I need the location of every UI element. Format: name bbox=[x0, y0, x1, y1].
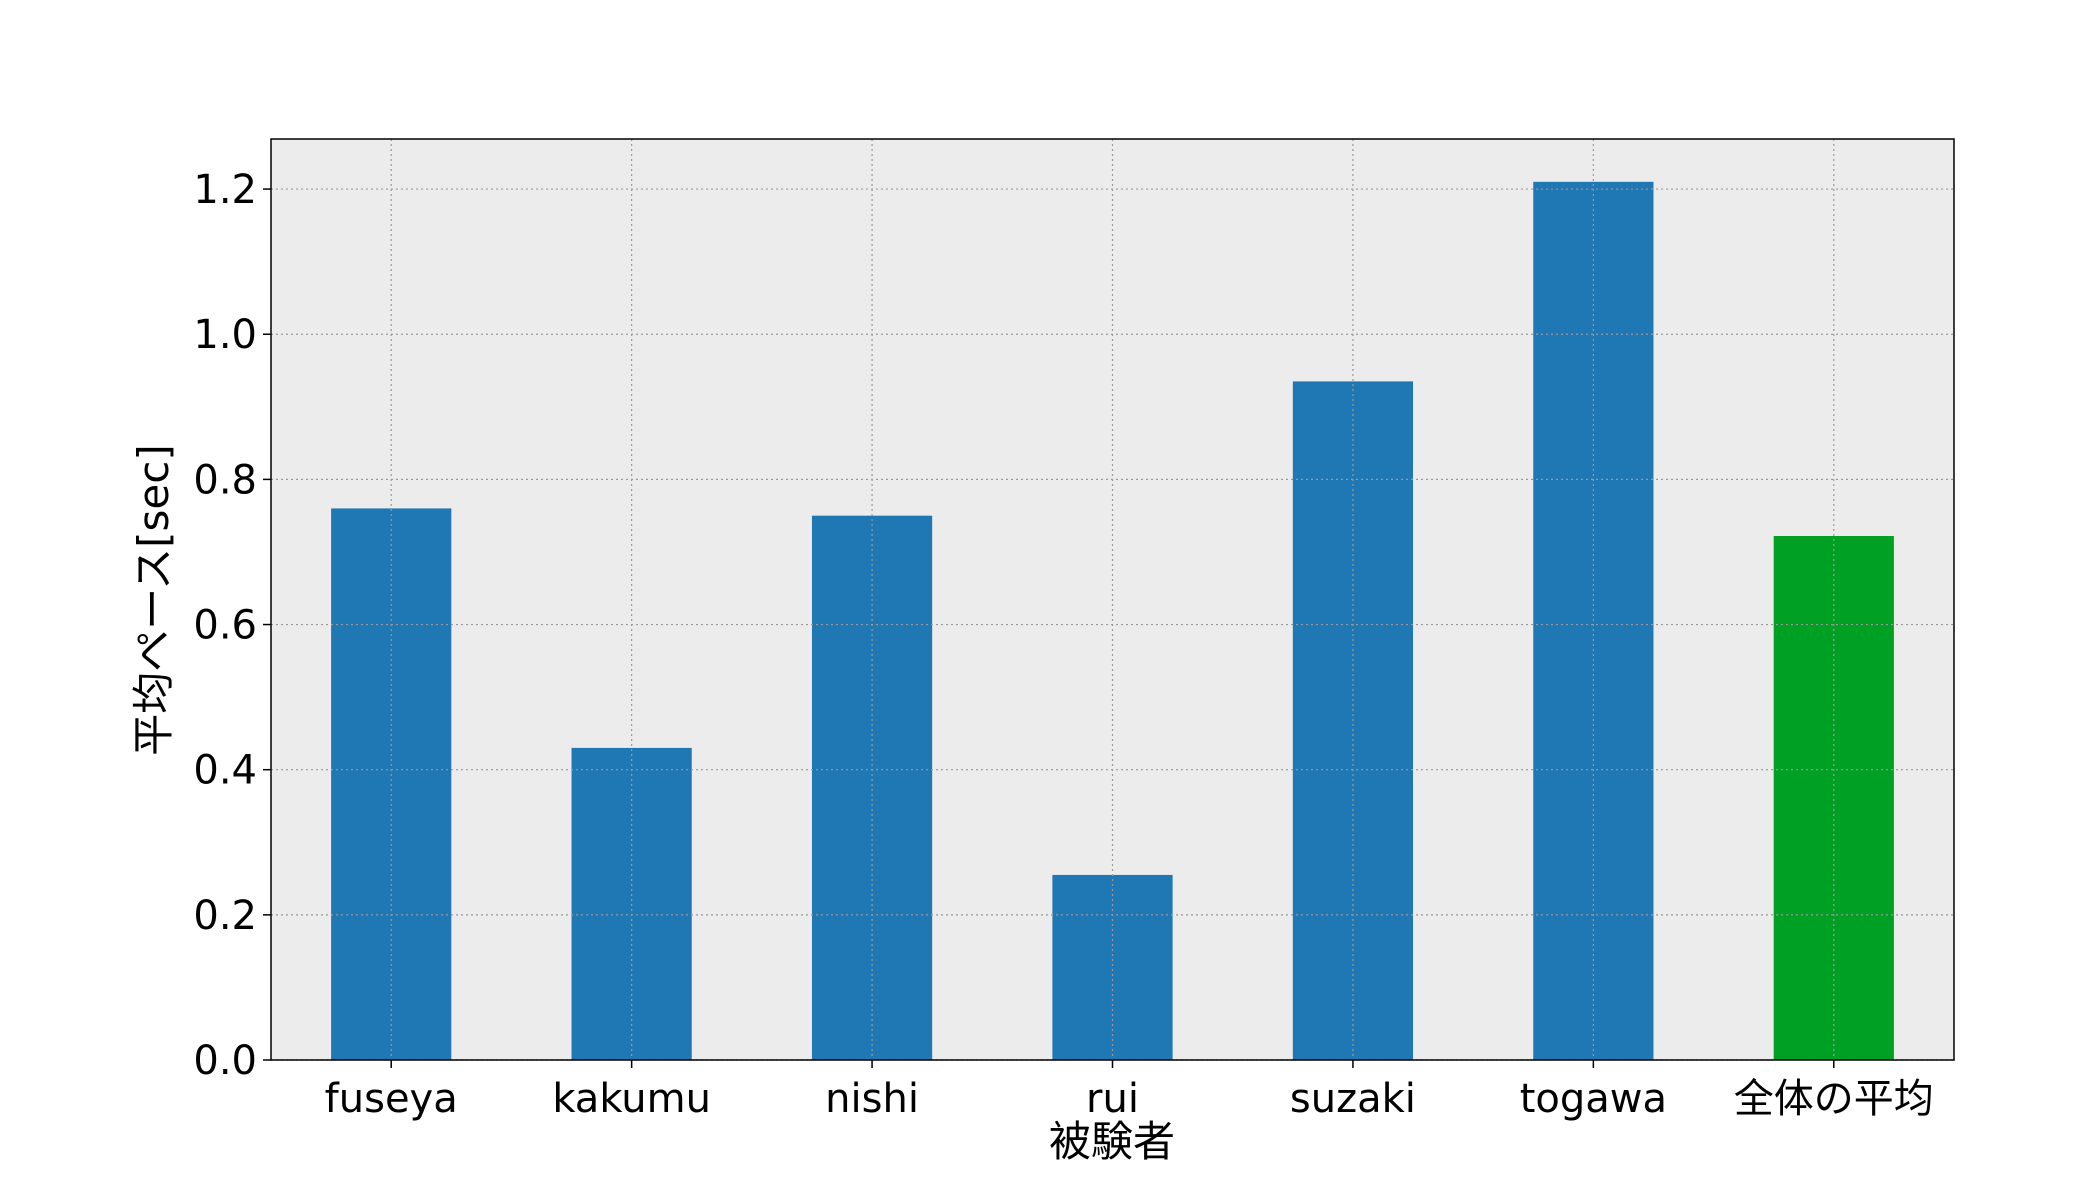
y-axis-label: 平均ペース[sec] bbox=[129, 444, 178, 756]
y-tick-label: 0.0 bbox=[193, 1038, 257, 1084]
x-tick-label: rui bbox=[1086, 1076, 1139, 1122]
x-tick-label: togawa bbox=[1520, 1076, 1667, 1122]
y-tick-label: 0.6 bbox=[193, 603, 257, 649]
bar-3 bbox=[1052, 874, 1173, 1060]
y-axis-ticks: 0.0 0.2 0.4 0.6 0.8 1.0 1.2 bbox=[193, 167, 271, 1084]
y-tick-label: 0.4 bbox=[193, 748, 257, 794]
y-tick-label: 1.2 bbox=[193, 167, 257, 213]
x-axis-ticks: fuseya kakumu nishi rui suzaki togawa 全体の平均 bbox=[325, 1060, 1934, 1122]
bar-2 bbox=[811, 515, 933, 1060]
x-tick-label: 全体の平均 bbox=[1734, 1076, 1934, 1122]
x-axis-label: 被験者 bbox=[1049, 1117, 1175, 1166]
x-tick-label: nishi bbox=[825, 1076, 919, 1122]
x-tick-label: fuseya bbox=[325, 1076, 458, 1122]
y-tick-label: 1.0 bbox=[193, 312, 257, 358]
x-tick-label: suzaki bbox=[1290, 1076, 1416, 1122]
bar-6 bbox=[1773, 535, 1894, 1060]
y-tick-label: 0.8 bbox=[193, 457, 257, 503]
x-tick-label: kakumu bbox=[552, 1076, 711, 1122]
y-tick-label: 0.2 bbox=[193, 893, 257, 939]
